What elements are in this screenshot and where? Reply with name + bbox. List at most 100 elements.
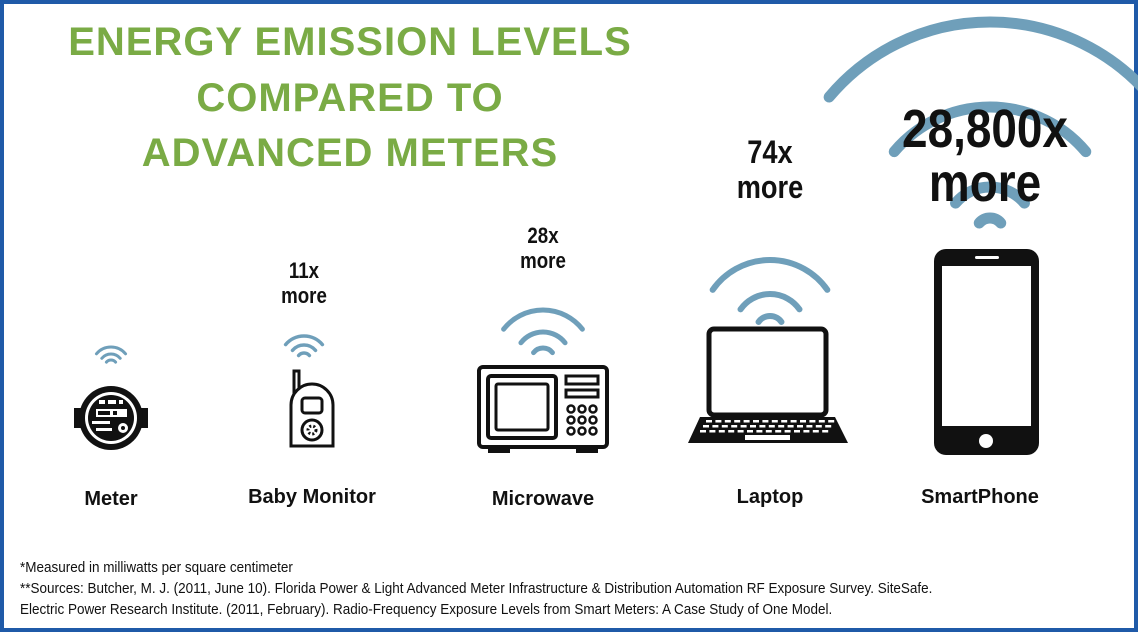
- keypad-button: [577, 415, 587, 425]
- keyboard-key: [806, 425, 813, 428]
- smartphone-signal-icon: [823, 16, 1138, 229]
- keyboard-key: [787, 425, 794, 428]
- signal-arc: [709, 257, 831, 293]
- baby-monitor-multiplier: 11x more: [281, 258, 327, 309]
- keyboard-key: [734, 420, 741, 423]
- keypad-button: [577, 404, 587, 414]
- multiplier-value: 28,800x: [902, 99, 1068, 159]
- keyboard-key: [818, 420, 825, 423]
- microwave-multiplier: 28x more: [520, 223, 566, 274]
- keyboard-key: [828, 420, 835, 423]
- device-label-laptop: Laptop: [736, 486, 804, 508]
- keyboard-key: [712, 425, 719, 428]
- signal-arc: [518, 329, 568, 346]
- meter-icon: [74, 386, 148, 450]
- keyboard-key: [750, 425, 756, 428]
- keyboard-key: [797, 425, 803, 428]
- keyboard-key: [700, 430, 706, 433]
- keypad-button: [566, 415, 576, 425]
- microwave-icon: [477, 365, 609, 453]
- keyboard-key: [709, 430, 716, 433]
- device-label-meter: Meter: [84, 488, 138, 510]
- signal-arc: [973, 212, 1007, 229]
- keyboard-key: [803, 430, 810, 433]
- meter-signal-icon: [94, 345, 128, 364]
- keyboard-key: [728, 430, 735, 433]
- keyboard-key: [812, 430, 819, 433]
- multiplier-value: 74x: [747, 134, 793, 170]
- signal-arc: [823, 16, 1138, 103]
- more-label: more: [520, 248, 566, 274]
- device-label-smartphone: SmartPhone: [921, 486, 1039, 508]
- keyboard-key: [753, 420, 759, 423]
- footnote-source-2: Electric Power Research Institute. (2011…: [20, 602, 833, 618]
- footnote-source-1: **Sources: Butcher, M. J. (2011, June 10…: [20, 581, 933, 597]
- signal-arc: [755, 313, 785, 325]
- keyboard-key: [781, 420, 788, 423]
- keypad-button: [566, 426, 576, 436]
- signal-arc: [888, 101, 1092, 158]
- keyboard-key: [703, 425, 709, 428]
- keyboard-key: [825, 425, 832, 428]
- keyboard-key: [790, 420, 797, 423]
- keyboard-key: [762, 420, 769, 423]
- keyboard-key: [731, 425, 738, 428]
- keyboard-key: [768, 425, 775, 428]
- title-line-1: ENERGY EMISSION LEVELS: [68, 20, 632, 64]
- device-label-microwave: Microwave: [491, 488, 595, 510]
- laptop-signal-icon: [709, 257, 831, 325]
- smartphone-icon: [934, 249, 1039, 455]
- signal-arc: [737, 291, 803, 313]
- title-line-2: COMPARED TO: [196, 76, 504, 120]
- keypad-button: [588, 415, 598, 425]
- keyboard-key: [800, 420, 806, 423]
- signal-arc: [100, 352, 122, 360]
- keypad-button: [577, 426, 587, 436]
- more-label: more: [736, 169, 804, 206]
- keyboard-key: [724, 420, 731, 423]
- signal-arc: [950, 181, 1030, 209]
- keyboard-key: [809, 420, 816, 423]
- keypad-button: [588, 426, 598, 436]
- keyboard-key: [815, 425, 822, 428]
- baby-monitor-icon: [289, 369, 335, 448]
- signal-arc: [501, 307, 585, 332]
- device-label-baby-monitor: Baby Monitor: [248, 486, 376, 508]
- keyboard-key: [778, 425, 785, 428]
- baby-monitor-signal-icon: [283, 334, 325, 358]
- signal-arc: [531, 345, 555, 356]
- keyboard-key: [794, 430, 800, 433]
- signal-arc: [283, 334, 325, 347]
- keyboard-key: [775, 430, 782, 433]
- keyboard-key: [822, 430, 829, 433]
- multiplier-value: 11x: [288, 258, 320, 283]
- keyboard-key: [706, 420, 712, 423]
- laptop-keyboard-icon: [700, 420, 835, 433]
- keyboard-key: [747, 430, 753, 433]
- microwave-keypad-icon: [566, 404, 598, 436]
- keyboard-key: [721, 425, 728, 428]
- keyboard-key: [765, 430, 772, 433]
- keyboard-key: [771, 420, 778, 423]
- smartphone-multiplier: 28,800x more: [902, 102, 1068, 210]
- signal-arc: [290, 343, 318, 353]
- more-label: more: [928, 153, 1042, 213]
- keyboard-key: [756, 430, 763, 433]
- laptop-icon: [688, 326, 848, 443]
- keyboard-key: [718, 430, 725, 433]
- more-label: more: [281, 283, 327, 309]
- keyboard-key: [737, 430, 744, 433]
- title-line-3: ADVANCED METERS: [141, 131, 559, 175]
- footnote-units: *Measured in milliwatts per square centi…: [20, 560, 293, 576]
- signal-arc: [104, 358, 118, 364]
- keyboard-key: [759, 425, 766, 428]
- signal-arc: [94, 345, 128, 356]
- keyboard-key: [784, 430, 791, 433]
- keyboard-key: [743, 420, 750, 423]
- microwave-signal-icon: [501, 307, 585, 356]
- multiplier-value: 28x: [527, 223, 559, 248]
- keypad-button: [566, 404, 576, 414]
- keypad-button: [588, 404, 598, 414]
